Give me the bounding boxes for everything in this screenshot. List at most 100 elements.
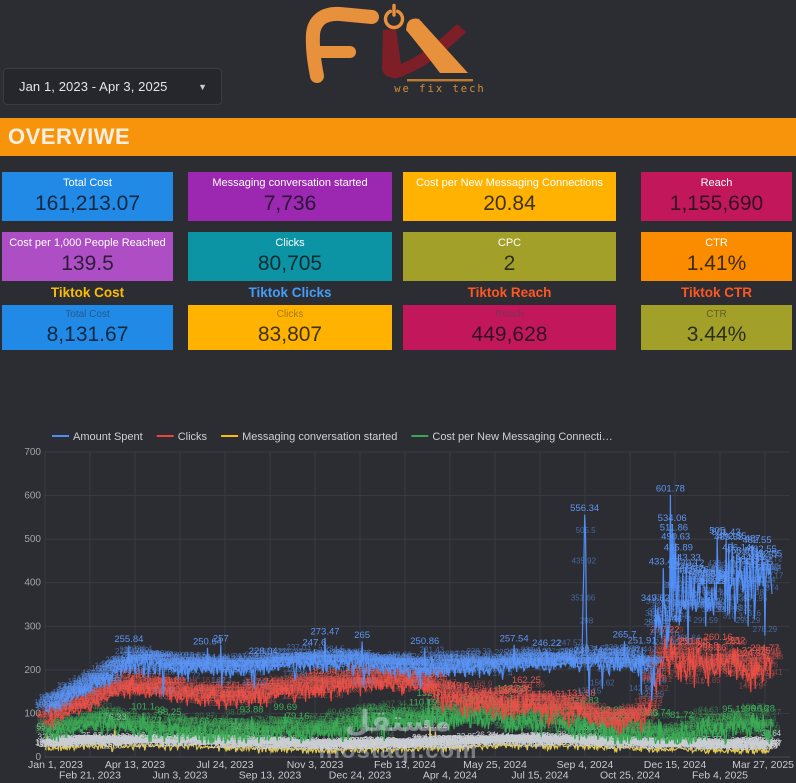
scorecard-row3-2[interactable]: Reach 449,628 xyxy=(403,305,616,350)
svg-text:17.52: 17.52 xyxy=(402,739,423,748)
svg-text:177.4: 177.4 xyxy=(493,669,514,678)
svg-text:36.34: 36.34 xyxy=(476,731,497,740)
svg-text:72.57: 72.57 xyxy=(517,715,538,724)
svg-text:149.65: 149.65 xyxy=(161,681,186,690)
svg-text:68.95: 68.95 xyxy=(743,717,764,726)
svg-text:127.87: 127.87 xyxy=(243,691,268,700)
svg-text:18.07: 18.07 xyxy=(321,739,342,748)
svg-text:66.41: 66.41 xyxy=(73,718,94,727)
svg-text:171.72: 171.72 xyxy=(176,672,201,681)
svg-text:56.65: 56.65 xyxy=(674,722,695,731)
svg-text:78.19: 78.19 xyxy=(366,712,387,721)
svg-text:24.96: 24.96 xyxy=(183,736,204,745)
svg-text:71.21: 71.21 xyxy=(269,716,290,725)
svg-text:66.66: 66.66 xyxy=(546,718,567,727)
svg-text:26.35: 26.35 xyxy=(480,735,501,744)
x-axis-tick: Feb 21, 2023 xyxy=(59,770,121,782)
scorecard-row1-2[interactable]: Cost per New Messaging Connections 20.84 xyxy=(403,172,616,221)
legend-label-1[interactable]: Clicks xyxy=(178,431,208,443)
svg-text:38.61: 38.61 xyxy=(631,730,652,739)
scorecard-row3-3[interactable]: CTR 3.44% xyxy=(641,305,792,350)
svg-text:18.18: 18.18 xyxy=(353,739,374,748)
svg-text:13.31: 13.31 xyxy=(341,741,362,750)
svg-text:78.01: 78.01 xyxy=(376,713,397,722)
scorecard-row1-0[interactable]: Total Cost 161,213.07 xyxy=(2,172,173,221)
svg-text:141.05: 141.05 xyxy=(254,685,279,694)
svg-text:82.94: 82.94 xyxy=(51,710,72,719)
svg-text:68.03: 68.03 xyxy=(217,717,238,726)
scorecard-row2-3[interactable]: CTR 1.41% xyxy=(641,232,792,281)
scorecard-row1-3[interactable]: Reach 1,155,690 xyxy=(641,172,792,221)
scorecard-row3-0[interactable]: Total Cost 8,131.67 xyxy=(2,305,173,350)
svg-text:20.64: 20.64 xyxy=(411,738,432,747)
svg-text:10.32: 10.32 xyxy=(296,742,317,751)
date-range-control[interactable]: Jan 1, 2023 - Apr 3, 2025 ▼ xyxy=(3,68,222,105)
svg-text:29.31: 29.31 xyxy=(181,734,202,743)
svg-text:63.36: 63.36 xyxy=(75,719,96,728)
legend-label-2[interactable]: Messaging conversation started xyxy=(242,431,397,443)
svg-text:24.92: 24.92 xyxy=(546,736,567,745)
svg-text:73.59: 73.59 xyxy=(379,714,400,723)
svg-text:69.21: 69.21 xyxy=(717,716,738,725)
x-axis-tick: Sep 4, 2024 xyxy=(557,759,614,771)
svg-text:57.08: 57.08 xyxy=(710,722,731,731)
svg-text:55.63: 55.63 xyxy=(170,722,191,731)
svg-text:20.89: 20.89 xyxy=(760,737,781,746)
svg-text:505.5: 505.5 xyxy=(576,526,597,535)
svg-text:21.02: 21.02 xyxy=(47,737,68,746)
svg-text:19.67: 19.67 xyxy=(724,738,745,747)
svg-text:131.25: 131.25 xyxy=(213,689,238,698)
svg-text:23.31: 23.31 xyxy=(735,736,756,745)
timeseries-chart[interactable]: Amount Spent Clicks Messaging conversation… xyxy=(0,420,796,783)
legend-label-0[interactable]: Amount Spent xyxy=(73,431,143,443)
svg-text:85.46: 85.46 xyxy=(43,709,64,718)
svg-text:68.99: 68.99 xyxy=(88,716,109,725)
svg-text:55.03: 55.03 xyxy=(587,723,608,732)
svg-text:62.06: 62.06 xyxy=(571,720,592,729)
svg-text:21.09: 21.09 xyxy=(149,737,170,746)
scorecard-row2-2[interactable]: CPC 2 xyxy=(403,232,616,281)
scorecard-row2-0[interactable]: Cost per 1,000 People Reached 139.5 xyxy=(2,232,173,281)
svg-text:75.5: 75.5 xyxy=(84,714,100,723)
svg-text:17.22: 17.22 xyxy=(347,739,368,748)
svg-text:130.25: 130.25 xyxy=(221,690,246,699)
svg-text:135.05: 135.05 xyxy=(112,688,137,697)
svg-text:33.32: 33.32 xyxy=(520,732,541,741)
scorecard-row1-1[interactable]: Messaging conversation started 7,736 xyxy=(188,172,392,221)
svg-text:21.48: 21.48 xyxy=(690,737,711,746)
svg-text:58.42: 58.42 xyxy=(265,721,286,730)
svg-text:11.17: 11.17 xyxy=(704,742,724,751)
svg-text:30.65: 30.65 xyxy=(668,733,689,742)
svg-text:75.1: 75.1 xyxy=(401,714,417,723)
svg-text:66.2: 66.2 xyxy=(86,718,102,727)
scorecard-row2-1[interactable]: Clicks 80,705 xyxy=(188,232,392,281)
svg-text:18.89: 18.89 xyxy=(446,738,467,747)
svg-text:11.8: 11.8 xyxy=(697,741,713,750)
svg-text:154.83: 154.83 xyxy=(122,679,147,688)
svg-text:20.36: 20.36 xyxy=(580,738,601,747)
svg-text:27.45: 27.45 xyxy=(66,735,87,744)
svg-text:25: 25 xyxy=(150,736,159,745)
svg-text:56.36: 56.36 xyxy=(395,722,416,731)
svg-text:132.77: 132.77 xyxy=(179,689,204,698)
svg-text:59.89: 59.89 xyxy=(40,720,61,729)
svg-text:57.54: 57.54 xyxy=(586,721,607,730)
svg-text:23.58: 23.58 xyxy=(359,736,380,745)
svg-text:52.5: 52.5 xyxy=(63,724,79,733)
svg-text:17.47: 17.47 xyxy=(383,739,404,748)
svg-text:65.82: 65.82 xyxy=(114,718,135,727)
svg-text:133.74: 133.74 xyxy=(81,688,106,697)
svg-text:20.9: 20.9 xyxy=(575,737,591,746)
svg-text:64.68: 64.68 xyxy=(752,718,773,727)
svg-text:103.58: 103.58 xyxy=(67,701,92,710)
svg-text:130.25: 130.25 xyxy=(228,690,253,699)
svg-text:130.9: 130.9 xyxy=(185,690,206,699)
svg-text:32.87: 32.87 xyxy=(670,732,691,741)
legend-label-3[interactable]: Cost per New Messaging Connecti… xyxy=(432,431,612,443)
svg-text:74.04: 74.04 xyxy=(474,714,495,723)
svg-text:38.84: 38.84 xyxy=(322,730,343,739)
svg-text:26.18: 26.18 xyxy=(596,735,617,744)
svg-text:74.71: 74.71 xyxy=(510,714,531,723)
scorecard-row3-1[interactable]: Clicks 83,807 xyxy=(188,305,392,350)
svg-text:100.72: 100.72 xyxy=(741,703,766,712)
